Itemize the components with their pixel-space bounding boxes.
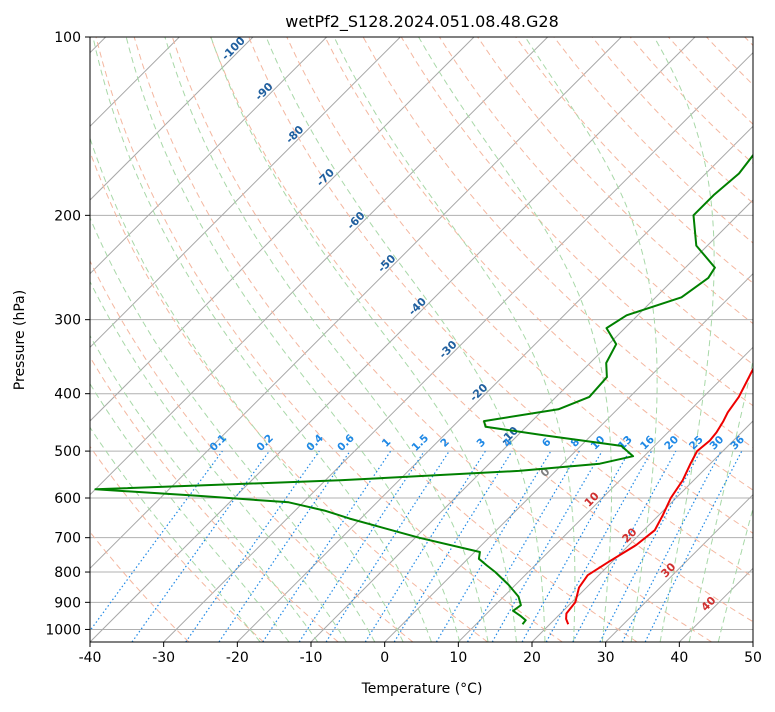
y-tick-label: 600 <box>54 491 81 507</box>
x-tick-label: -40 <box>79 650 102 666</box>
x-tick-label: 20 <box>523 650 541 666</box>
x-tick-label: -10 <box>300 650 323 666</box>
y-tick-label: 500 <box>54 444 81 460</box>
x-tick-label: -20 <box>226 650 249 666</box>
y-tick-label: 1000 <box>45 622 81 638</box>
x-tick-label: 0 <box>380 650 389 666</box>
y-tick-label: 200 <box>54 208 81 224</box>
y-tick-label: 100 <box>54 30 81 46</box>
y-tick-label: 300 <box>54 313 81 329</box>
y-tick-label: 900 <box>54 595 81 611</box>
x-tick-label: -30 <box>152 650 175 666</box>
x-tick-label: 50 <box>744 650 762 666</box>
y-tick-label: 400 <box>54 387 81 403</box>
chart-title: wetPf2_S128.2024.051.08.48.G28 <box>285 12 559 32</box>
x-axis-label: Temperature (°C) <box>361 681 483 697</box>
x-tick-label: 10 <box>449 650 467 666</box>
x-tick-label: 40 <box>670 650 688 666</box>
y-tick-label: 800 <box>54 565 81 581</box>
y-tick-label: 700 <box>54 531 81 547</box>
y-axis-label: Pressure (hPa) <box>12 290 28 390</box>
x-tick-label: 30 <box>597 650 615 666</box>
